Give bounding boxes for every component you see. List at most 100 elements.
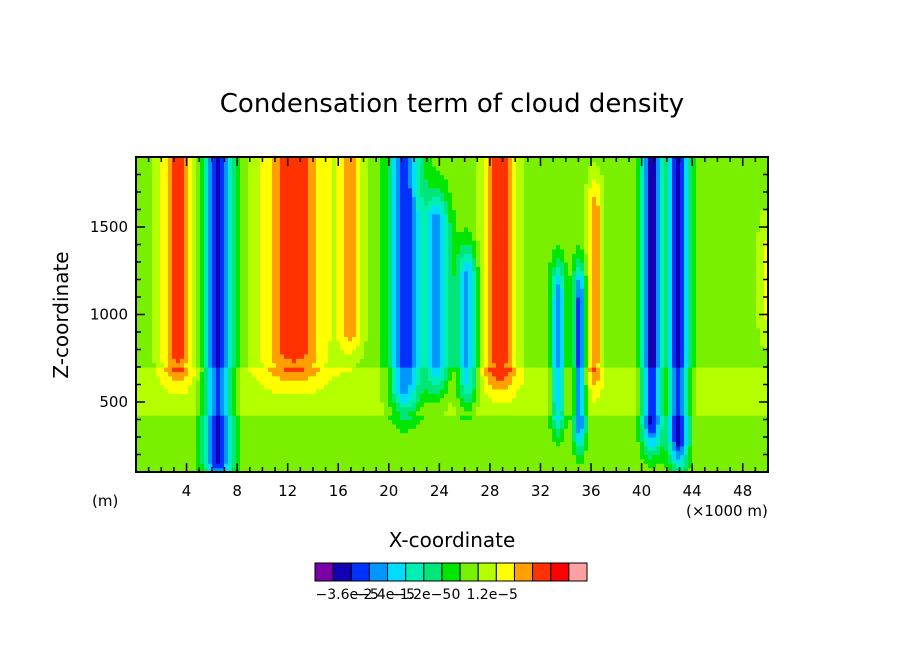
- contour-cell: [332, 235, 337, 241]
- contour-cell: [228, 349, 233, 355]
- contour-cell: [368, 283, 373, 289]
- contour-cell: [224, 244, 229, 250]
- contour-cell: [332, 393, 337, 399]
- contour-cell: [244, 463, 249, 469]
- contour-cell: [136, 340, 141, 346]
- contour-cell: [360, 467, 365, 473]
- contour-cell: [372, 345, 377, 351]
- contour-cell: [244, 332, 249, 337]
- contour-cell: [144, 205, 149, 211]
- contour-cell: [228, 262, 233, 267]
- contour-cell: [296, 415, 301, 421]
- contour-cell: [276, 301, 281, 307]
- contour-cell: [168, 314, 173, 320]
- contour-cell: [216, 375, 221, 381]
- contour-cell: [336, 314, 341, 320]
- contour-cell: [152, 165, 157, 171]
- contour-cell: [236, 367, 241, 372]
- contour-cell: [356, 196, 361, 202]
- contour-cell: [196, 248, 201, 254]
- contour-cell: [196, 314, 201, 320]
- contour-cell: [380, 253, 385, 259]
- contour-cell: [320, 441, 325, 447]
- contour-cell: [176, 187, 181, 193]
- contour-cell: [356, 248, 361, 254]
- contour-cell: [344, 257, 349, 263]
- contour-cell: [280, 279, 285, 285]
- contour-cell: [312, 323, 317, 329]
- contour-cell: [360, 288, 365, 294]
- contour-cell: [168, 235, 173, 241]
- contour-cell: [408, 174, 413, 180]
- contour-cell: [232, 318, 237, 324]
- contour-cell: [268, 362, 273, 368]
- contour-cell: [332, 283, 337, 289]
- contour-cell: [308, 358, 313, 364]
- contour-cell: [248, 165, 253, 171]
- contour-cell: [304, 384, 309, 390]
- contour-cell: [340, 410, 345, 416]
- contour-cell: [148, 262, 153, 267]
- contour-cell: [192, 266, 197, 272]
- contour-cell: [348, 297, 353, 302]
- contour-cell: [276, 275, 281, 281]
- contour-cell: [364, 161, 369, 167]
- contour-cell: [200, 240, 205, 246]
- contour-cell: [184, 450, 189, 456]
- contour-cell: [352, 183, 357, 189]
- contour-cell: [228, 437, 233, 442]
- contour-cell: [288, 157, 293, 162]
- contour-cell: [332, 362, 337, 368]
- contour-cell: [348, 384, 353, 390]
- contour-cell: [300, 292, 305, 298]
- contour-cell: [332, 388, 337, 394]
- contour-cell: [380, 231, 385, 237]
- contour-cell: [408, 463, 413, 469]
- contour-cell: [172, 183, 177, 189]
- contour-cell: [372, 467, 377, 473]
- contour-cell: [244, 305, 249, 311]
- contour-cell: [188, 170, 193, 176]
- contour-cell: [304, 209, 309, 215]
- contour-cell: [396, 248, 401, 254]
- contour-cell: [172, 410, 177, 416]
- contour-cell: [144, 340, 149, 346]
- contour-cell: [292, 305, 297, 311]
- contour-cell: [272, 380, 277, 386]
- contour-cell: [372, 332, 377, 337]
- contour-cell: [368, 209, 373, 215]
- contour-cell: [196, 310, 201, 316]
- contour-cell: [400, 275, 405, 281]
- contour-cell: [320, 327, 325, 333]
- contour-cell: [364, 297, 369, 302]
- contour-cell: [360, 380, 365, 386]
- contour-cell: [324, 397, 329, 403]
- contour-cell: [216, 248, 221, 254]
- contour-cell: [400, 257, 405, 263]
- contour-cell: [252, 157, 257, 162]
- contour-cell: [404, 332, 409, 337]
- contour-cell: [152, 445, 157, 451]
- contour-cell: [296, 227, 301, 232]
- contour-cell: [356, 292, 361, 298]
- contour-cell: [184, 183, 189, 189]
- contour-cell: [296, 367, 301, 372]
- contour-cell: [144, 415, 149, 421]
- contour-cell: [368, 257, 373, 263]
- contour-cell: [168, 161, 173, 167]
- contour-cell: [332, 454, 337, 460]
- contour-cell: [344, 196, 349, 202]
- contour-cell: [248, 209, 253, 215]
- contour-cell: [212, 235, 217, 241]
- contour-cell: [260, 402, 265, 407]
- contour-cell: [372, 375, 377, 381]
- contour-cell: [336, 327, 341, 333]
- contour-cell: [264, 240, 269, 246]
- contour-cell: [176, 380, 181, 386]
- contour-cell: [148, 248, 153, 254]
- contour-cell: [332, 165, 337, 171]
- contour-cell: [340, 196, 345, 202]
- contour-cell: [296, 445, 301, 451]
- contour-cell: [172, 349, 177, 355]
- contour-cell: [404, 161, 409, 167]
